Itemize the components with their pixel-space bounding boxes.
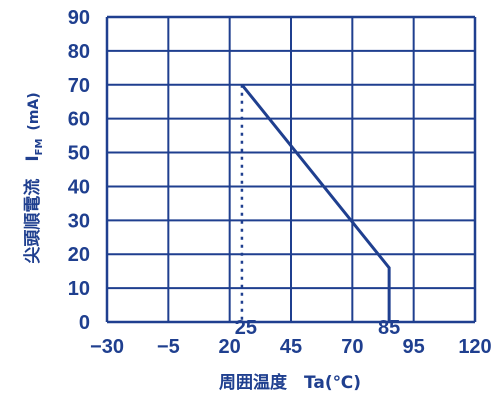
y-tick-label: 30 [68, 210, 90, 232]
y-tick-label: 20 [68, 244, 90, 266]
annotation-85: 85 [378, 317, 400, 339]
y-tick-label: 50 [68, 143, 90, 165]
y-tick-label: 40 [68, 176, 90, 198]
x-tick-label: −5 [157, 336, 180, 358]
grid [105, 15, 477, 324]
y-axis-title-subscript: FM [34, 139, 45, 156]
y-axis-title: 尖頭順電流 IFM (mA) [22, 92, 45, 263]
x-tick-label: 120 [458, 336, 491, 358]
y-tick-label: 0 [79, 312, 90, 334]
y-tick-label: 10 [68, 278, 90, 300]
y-tick-label: 70 [68, 75, 90, 97]
x-tick-label: 20 [219, 336, 241, 358]
x-tick-labels: −30 −5 20 45 70 95 120 [90, 336, 492, 358]
y-axis-title-unit: (mA) [26, 92, 42, 130]
y-tick-labels: 0 10 20 30 40 50 60 70 80 90 [68, 7, 90, 334]
x-tick-label: −30 [90, 336, 124, 358]
annotation-25: 25 [235, 317, 257, 339]
y-tick-label: 80 [68, 41, 90, 63]
x-axis-title: 周囲温度 Ta(℃) [219, 372, 361, 393]
y-axis-title-main: 尖頭順電流 I [22, 155, 43, 263]
y-tick-label: 90 [68, 7, 90, 29]
x-tick-label: 95 [403, 336, 425, 358]
y-tick-label: 60 [68, 109, 90, 131]
x-tick-label: 70 [341, 336, 363, 358]
data-layer [240, 83, 391, 323]
series-line-0 [240, 83, 391, 322]
x-tick-label: 45 [280, 336, 302, 358]
annotations: 25 85 [235, 317, 400, 339]
